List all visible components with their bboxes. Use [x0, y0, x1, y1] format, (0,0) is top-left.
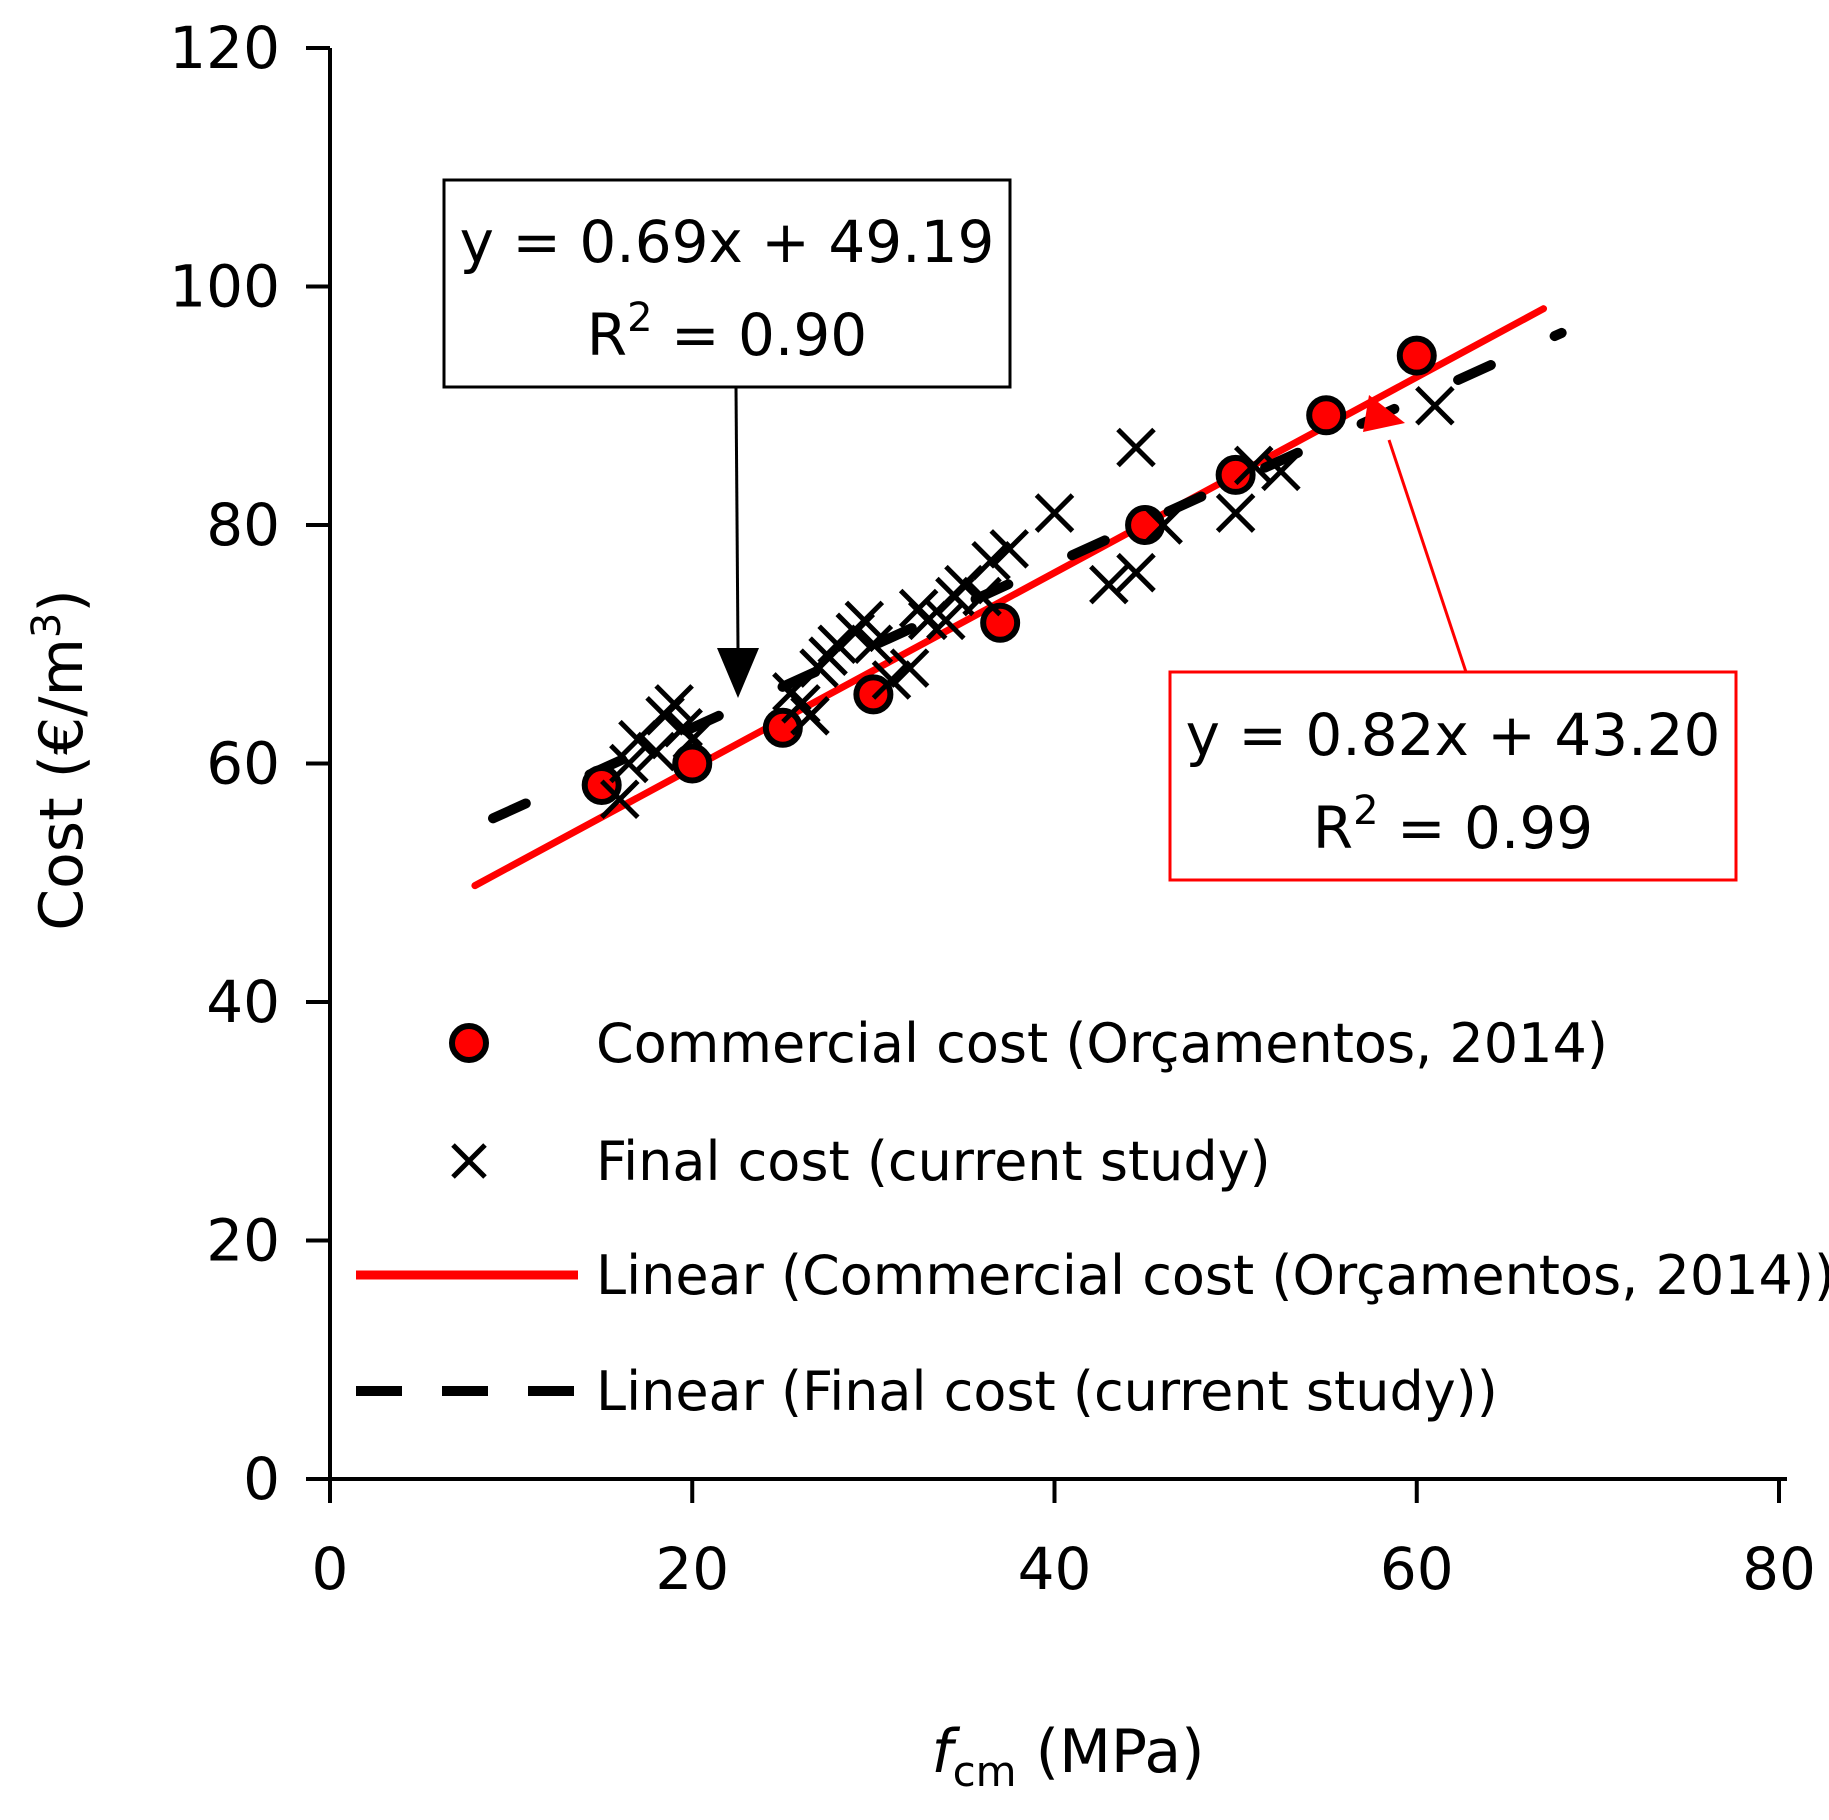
equation-box-final: y = 0.69x + 49.19 R2 = 0.90 — [442, 178, 1012, 698]
y-axis-title-sup: 3 — [24, 613, 70, 638]
point-final — [609, 743, 649, 784]
point-final — [844, 600, 885, 641]
legend-item-linear-final: Linear (Final cost (current study)) — [356, 1360, 1498, 1423]
equation-box-commercial: y = 0.82x + 43.20 R2 = 0.99 — [1168, 395, 1738, 882]
point-commercial — [1215, 454, 1256, 495]
y-tick-label: 20 — [206, 1207, 280, 1275]
arrow-commercial-shaft — [1387, 439, 1468, 673]
y-tick-label: 60 — [206, 730, 280, 798]
y-tick-label: 80 — [206, 491, 280, 559]
legend-item-linear-commercial: Linear (Commercial cost (Orçamentos, 201… — [356, 1244, 1829, 1307]
x-tick-label: 0 — [312, 1535, 349, 1603]
point-commercial — [1396, 335, 1437, 376]
legend-x-marker — [451, 1143, 487, 1179]
point-commercial — [980, 602, 1021, 643]
legend-circle-marker — [449, 1023, 489, 1063]
legend-item-final: Final cost (current study) — [451, 1130, 1271, 1193]
r2-commercial-text: R2 = 0.99 — [1313, 788, 1593, 862]
legend: Commercial cost (Orçamentos, 2014) Final… — [356, 1012, 1829, 1423]
r2-final-text: R2 = 0.90 — [587, 295, 867, 369]
legend-label-final: Final cost (current study) — [596, 1130, 1271, 1193]
point-final — [1215, 493, 1256, 533]
y-tick-label: 100 — [169, 253, 280, 321]
y-axis-title-main: Cost (€/m — [27, 638, 97, 931]
y-axis-title-close: ) — [27, 589, 97, 612]
y-tick-label: 120 — [169, 14, 280, 82]
point-final — [1415, 385, 1455, 426]
x-tick-label: 40 — [1018, 1535, 1092, 1603]
point-final — [1089, 564, 1129, 605]
point-final — [853, 624, 894, 665]
legend-label-commercial: Commercial cost (Orçamentos, 2014) — [596, 1012, 1608, 1075]
y-axis-title: Cost (€/m3) — [24, 589, 97, 931]
x-axis-title-sub: cm — [953, 1747, 1017, 1796]
point-final — [926, 600, 966, 641]
point-final — [871, 660, 912, 700]
r2-commercial-sup: 2 — [1353, 788, 1378, 834]
equation-box-final-frame — [442, 178, 1012, 389]
point-final — [1143, 505, 1183, 545]
point-commercial — [581, 764, 622, 805]
r2-final-label: R — [587, 301, 627, 369]
point-final — [1116, 552, 1156, 593]
point-final — [1116, 427, 1156, 468]
legend-item-commercial: Commercial cost (Orçamentos, 2014) — [449, 1012, 1608, 1075]
point-commercial — [1125, 505, 1166, 545]
r2-final-sup: 2 — [627, 295, 652, 341]
trendline-commercial — [471, 305, 1548, 890]
point-final — [962, 576, 1002, 617]
x-tick-label: 80 — [1742, 1535, 1816, 1603]
point-final — [1261, 451, 1301, 492]
arrow-final-head — [717, 648, 759, 698]
arrow-commercial-head — [1363, 395, 1405, 432]
r2-commercial-value: = 0.99 — [1379, 794, 1594, 862]
point-final — [790, 696, 830, 736]
arrow-final-shaft — [734, 386, 740, 651]
point-commercial — [672, 743, 713, 784]
equation-final-text: y = 0.69x + 49.19 — [460, 208, 995, 276]
point-commercial — [853, 674, 894, 715]
point-final — [971, 541, 1011, 581]
legend-label-linear-final: Linear (Final cost (current study)) — [596, 1360, 1498, 1423]
data-points — [581, 335, 1455, 820]
point-final — [600, 779, 640, 820]
point-final — [654, 684, 694, 724]
x-axis-title-unit: (MPa) — [1017, 1717, 1205, 1787]
axis-ticks: 0 20 40 60 80 0 20 40 60 80 100 120 — [169, 14, 1816, 1603]
x-axis-title: fcm (MPa) — [931, 1717, 1204, 1796]
x-tick-label: 60 — [1380, 1535, 1454, 1603]
y-tick-label: 40 — [206, 968, 280, 1036]
point-commercial — [1306, 395, 1347, 436]
point-final — [672, 719, 713, 760]
point-final — [1034, 493, 1075, 533]
point-final — [889, 648, 930, 688]
r2-final-value: = 0.90 — [653, 301, 868, 369]
x-tick-label: 20 — [655, 1535, 729, 1603]
legend-label-linear-commercial: Linear (Commercial cost (Orçamentos, 201… — [596, 1244, 1829, 1307]
equation-commercial-text: y = 0.82x + 43.20 — [1186, 701, 1721, 769]
point-final — [989, 529, 1029, 569]
r2-commercial-label: R — [1313, 794, 1353, 862]
equation-box-commercial-frame — [1168, 670, 1738, 882]
y-tick-label: 0 — [243, 1445, 280, 1513]
axes: 0 20 40 60 80 0 20 40 60 80 100 120 — [169, 14, 1816, 1603]
